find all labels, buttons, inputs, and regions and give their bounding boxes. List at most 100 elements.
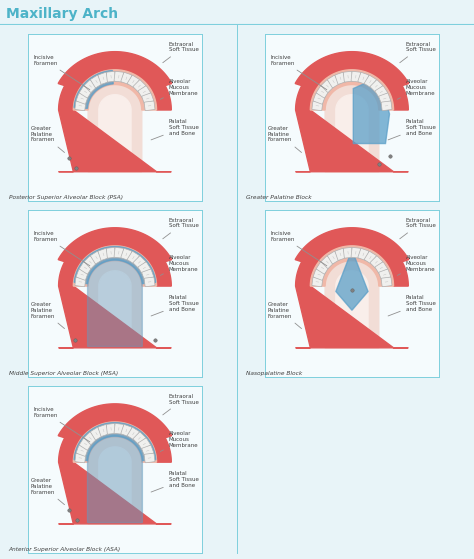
FancyBboxPatch shape <box>381 101 392 111</box>
FancyBboxPatch shape <box>379 93 391 104</box>
FancyBboxPatch shape <box>321 256 334 268</box>
FancyBboxPatch shape <box>312 277 323 287</box>
FancyBboxPatch shape <box>321 80 334 92</box>
Polygon shape <box>73 70 156 110</box>
Text: Alveolar
Mucous
Membrane: Alveolar Mucous Membrane <box>397 255 435 276</box>
FancyBboxPatch shape <box>75 453 86 463</box>
FancyBboxPatch shape <box>79 86 92 98</box>
Polygon shape <box>336 94 368 167</box>
Polygon shape <box>296 233 408 348</box>
FancyBboxPatch shape <box>98 425 109 437</box>
FancyBboxPatch shape <box>128 252 139 264</box>
FancyBboxPatch shape <box>144 453 155 463</box>
FancyBboxPatch shape <box>142 269 154 280</box>
FancyBboxPatch shape <box>379 269 391 280</box>
FancyBboxPatch shape <box>128 428 139 440</box>
Polygon shape <box>310 70 393 110</box>
Text: Greater
Palatine
Foramen: Greater Palatine Foramen <box>30 478 64 505</box>
Text: Alveolar
Mucous
Membrane: Alveolar Mucous Membrane <box>397 79 435 100</box>
FancyBboxPatch shape <box>76 445 88 456</box>
Text: Alveolar
Mucous
Membrane: Alveolar Mucous Membrane <box>160 255 198 276</box>
FancyBboxPatch shape <box>313 93 325 104</box>
FancyBboxPatch shape <box>316 262 329 274</box>
FancyBboxPatch shape <box>144 101 155 111</box>
FancyBboxPatch shape <box>365 75 376 88</box>
Text: Palatal
Soft Tissue
and Bone: Palatal Soft Tissue and Bone <box>151 119 199 140</box>
FancyBboxPatch shape <box>144 277 155 287</box>
Text: Palatal
Soft Tissue
and Bone: Palatal Soft Tissue and Bone <box>388 119 436 140</box>
Polygon shape <box>336 250 368 310</box>
Text: Extraoral
Soft Tissue: Extraoral Soft Tissue <box>400 41 436 63</box>
Polygon shape <box>296 56 408 172</box>
Text: Greater
Palatine
Foramen: Greater Palatine Foramen <box>30 302 64 329</box>
Text: Anterior Superior Alveolar Block (ASA): Anterior Superior Alveolar Block (ASA) <box>9 547 121 552</box>
FancyBboxPatch shape <box>106 72 116 82</box>
FancyBboxPatch shape <box>91 252 102 264</box>
FancyBboxPatch shape <box>133 80 146 92</box>
Polygon shape <box>99 94 131 167</box>
FancyBboxPatch shape <box>375 86 388 98</box>
Polygon shape <box>353 83 390 144</box>
Text: Nasopalatine Block: Nasopalatine Block <box>246 371 302 376</box>
Polygon shape <box>325 260 379 348</box>
Text: Extraoral
Soft Tissue: Extraoral Soft Tissue <box>400 217 436 239</box>
Polygon shape <box>74 70 113 108</box>
FancyBboxPatch shape <box>114 72 124 82</box>
Polygon shape <box>336 271 368 343</box>
Text: Extraoral
Soft Tissue: Extraoral Soft Tissue <box>163 217 199 239</box>
FancyBboxPatch shape <box>128 75 139 88</box>
Text: Alveolar
Mucous
Membrane: Alveolar Mucous Membrane <box>160 431 198 452</box>
FancyBboxPatch shape <box>79 438 92 450</box>
Polygon shape <box>58 51 172 86</box>
Polygon shape <box>58 404 172 438</box>
FancyBboxPatch shape <box>75 277 86 287</box>
FancyBboxPatch shape <box>98 249 109 260</box>
FancyBboxPatch shape <box>138 262 151 274</box>
Polygon shape <box>88 260 142 347</box>
FancyBboxPatch shape <box>375 262 388 274</box>
FancyBboxPatch shape <box>84 80 97 92</box>
FancyBboxPatch shape <box>351 72 361 82</box>
FancyBboxPatch shape <box>114 248 124 258</box>
FancyBboxPatch shape <box>316 86 329 98</box>
FancyBboxPatch shape <box>114 424 124 434</box>
Polygon shape <box>59 233 171 348</box>
FancyBboxPatch shape <box>91 428 102 440</box>
Polygon shape <box>74 247 155 283</box>
FancyBboxPatch shape <box>84 256 97 268</box>
Text: Incisive
Foramen: Incisive Foramen <box>33 55 90 89</box>
Text: Greater
Palatine
Foramen: Greater Palatine Foramen <box>267 302 301 329</box>
FancyBboxPatch shape <box>106 424 116 434</box>
FancyBboxPatch shape <box>121 249 132 260</box>
FancyBboxPatch shape <box>335 249 346 260</box>
Polygon shape <box>295 51 409 86</box>
FancyBboxPatch shape <box>121 425 132 437</box>
Text: Incisive
Foramen: Incisive Foramen <box>270 231 327 266</box>
Text: Extraoral
Soft Tissue: Extraoral Soft Tissue <box>163 41 199 63</box>
Text: Greater
Palatine
Foramen: Greater Palatine Foramen <box>30 126 64 153</box>
FancyBboxPatch shape <box>98 73 109 84</box>
Polygon shape <box>325 84 379 172</box>
Text: Middle Superior Alveolar Block (MSA): Middle Superior Alveolar Block (MSA) <box>9 371 118 376</box>
Text: Maxillary Arch: Maxillary Arch <box>6 7 118 21</box>
FancyBboxPatch shape <box>79 262 92 274</box>
Text: Incisive
Foramen: Incisive Foramen <box>33 231 90 266</box>
FancyBboxPatch shape <box>328 252 339 264</box>
Text: Extraoral
Soft Tissue: Extraoral Soft Tissue <box>163 394 199 415</box>
Text: Greater Palatine Block: Greater Palatine Block <box>246 195 311 200</box>
FancyBboxPatch shape <box>370 256 383 268</box>
FancyBboxPatch shape <box>351 248 361 258</box>
FancyBboxPatch shape <box>91 75 102 88</box>
FancyBboxPatch shape <box>142 93 154 104</box>
Polygon shape <box>73 422 156 462</box>
FancyBboxPatch shape <box>358 249 369 260</box>
FancyBboxPatch shape <box>365 252 376 264</box>
FancyBboxPatch shape <box>370 80 383 92</box>
FancyBboxPatch shape <box>84 432 97 444</box>
Text: Palatal
Soft Tissue
and Bone: Palatal Soft Tissue and Bone <box>151 471 199 492</box>
Polygon shape <box>310 246 393 286</box>
Text: Alveolar
Mucous
Membrane: Alveolar Mucous Membrane <box>160 79 198 100</box>
FancyBboxPatch shape <box>358 73 369 84</box>
FancyBboxPatch shape <box>312 101 323 111</box>
Text: Incisive
Foramen: Incisive Foramen <box>270 55 327 89</box>
